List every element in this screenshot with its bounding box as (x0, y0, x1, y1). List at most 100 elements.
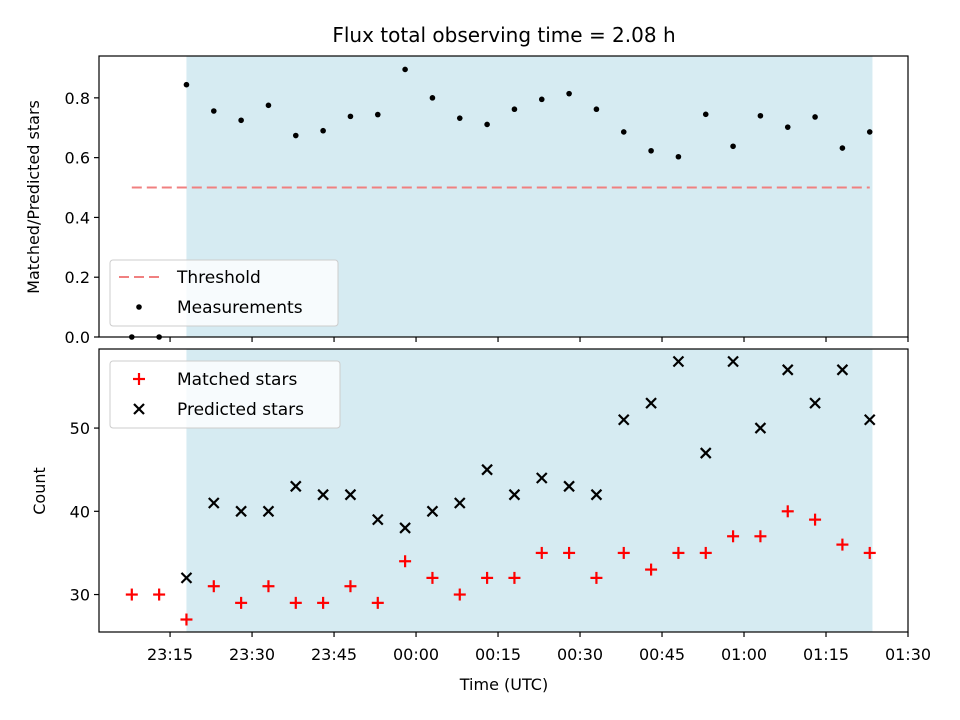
x-tick-label: 00:30 (557, 645, 603, 664)
measurement-point (866, 129, 873, 135)
bottom-legend: Matched stars Predicted stars (109, 360, 341, 429)
x-tick-label: 01:30 (885, 645, 931, 664)
predicted-star-point (235, 505, 247, 518)
bottom-panel: 30 40 50 23:15 23:30 23:45 00:00 00:15 00:30 00:… (30, 348, 931, 694)
measurement-points (128, 66, 873, 340)
predicted-star-point (535, 472, 548, 484)
matched-star-point (399, 555, 412, 568)
predicted-star-point (809, 397, 821, 409)
matched-star-point (727, 530, 740, 543)
predicted-star-point (727, 355, 739, 368)
measurement-point (730, 143, 736, 150)
predicted-star-point (371, 513, 384, 526)
matched-star-point (453, 588, 466, 601)
matched-star-point (836, 538, 849, 551)
legend-measurements-label: Measurements (177, 298, 303, 318)
measurement-point (265, 102, 272, 109)
matched-star-point (645, 563, 658, 576)
predicted-star-point (863, 413, 876, 426)
legend-matched-label: Matched stars (177, 370, 297, 390)
predicted-star-point (754, 422, 767, 434)
x-axis-label: Time (UTC) (459, 675, 548, 694)
bottom-y-tick-label: 50 (70, 419, 90, 438)
top-x-ticks (169, 337, 909, 342)
measurement-point (511, 106, 518, 113)
x-tick-label: 23:30 (229, 645, 275, 664)
predicted-star-point (426, 505, 439, 518)
matched-star-point (125, 588, 138, 601)
measurement-point (593, 106, 600, 113)
legend-matched-swatch (133, 373, 145, 385)
matched-star-point (371, 596, 384, 609)
measurement-point (292, 132, 299, 139)
predicted-star-point (781, 364, 794, 376)
matched-star-point (180, 613, 193, 626)
predicted-star-point (617, 413, 630, 426)
predicted-star-point (399, 522, 411, 534)
matched-star-point (754, 530, 767, 543)
legend-measurements-swatch (136, 304, 142, 310)
chart-title: Flux total observing time = 2.08 h (332, 23, 675, 47)
matched-star-point (617, 546, 630, 559)
bottom-y-tick-label: 30 (70, 586, 90, 605)
matched-star-point (207, 580, 220, 593)
measurement-point (320, 127, 326, 134)
measurement-point (238, 117, 244, 124)
measurement-point (757, 112, 764, 119)
measurement-point (484, 121, 490, 128)
top-legend: Threshold Measurements (109, 259, 339, 327)
measurement-point (456, 115, 463, 121)
matched-star-point (153, 588, 166, 601)
bottom-x-axis: 23:15 23:30 23:45 00:00 00:15 00:30 00:45 01:00… (147, 632, 931, 664)
x-tick-label: 00:45 (639, 645, 685, 664)
measurement-point (429, 95, 436, 101)
legend-predicted-swatch (133, 403, 145, 415)
legend-threshold-label: Threshold (176, 268, 261, 288)
count-points (125, 355, 876, 626)
matched-star-point (262, 580, 275, 593)
x-tick-label: 00:15 (475, 645, 521, 664)
predicted-star-point (180, 572, 193, 584)
measurement-point (538, 96, 545, 103)
top-y-tick-label: 0.2 (65, 268, 90, 287)
top-y-tick-label: 0.8 (65, 89, 90, 108)
bottom-y-axis: 30 40 50 (70, 419, 99, 605)
x-tick-label: 00:00 (393, 645, 439, 664)
measurement-point (839, 145, 846, 151)
matched-star-point (508, 571, 521, 584)
predicted-star-point (508, 488, 521, 501)
top-y-tick-label: 0.4 (65, 208, 90, 227)
measurement-point (648, 147, 654, 154)
matched-star-point (672, 546, 685, 559)
top-panel: 0.00.20.40.60.8 Matched/Predicted stars … (24, 55, 909, 347)
predicted-star-point (563, 480, 575, 493)
top-y-axis: 0.0 0.2 0.4 0.6 0.8 (65, 89, 99, 347)
measurement-point (402, 66, 408, 73)
predicted-star-point (344, 488, 357, 501)
predicted-star-point (590, 488, 603, 501)
measurement-point (374, 111, 381, 118)
matched-star-point (289, 596, 302, 609)
matched-star-point (563, 546, 576, 559)
matched-star-point (590, 571, 603, 584)
measurement-point (812, 114, 818, 120)
measurement-point (620, 129, 627, 135)
predicted-star-point (317, 488, 329, 501)
matched-star-point (481, 571, 494, 584)
matched-star-point (699, 546, 712, 559)
top-y-axis-label: Matched/Predicted stars (24, 100, 43, 294)
predicted-star-point (645, 397, 657, 409)
matched-star-point (863, 546, 876, 559)
top-legend-box (109, 259, 339, 327)
measurement-point (784, 124, 791, 130)
predicted-star-point (481, 463, 493, 476)
predicted-star-point (453, 497, 466, 509)
predicted-star-point (262, 505, 275, 518)
x-tick-label: 23:45 (311, 645, 357, 664)
measurement-point (566, 90, 572, 97)
bottom-plot-frame (98, 348, 909, 633)
top-y-tick-label: 0.6 (65, 149, 90, 168)
top-plot-frame (98, 55, 909, 338)
predicted-star-point (672, 355, 685, 368)
